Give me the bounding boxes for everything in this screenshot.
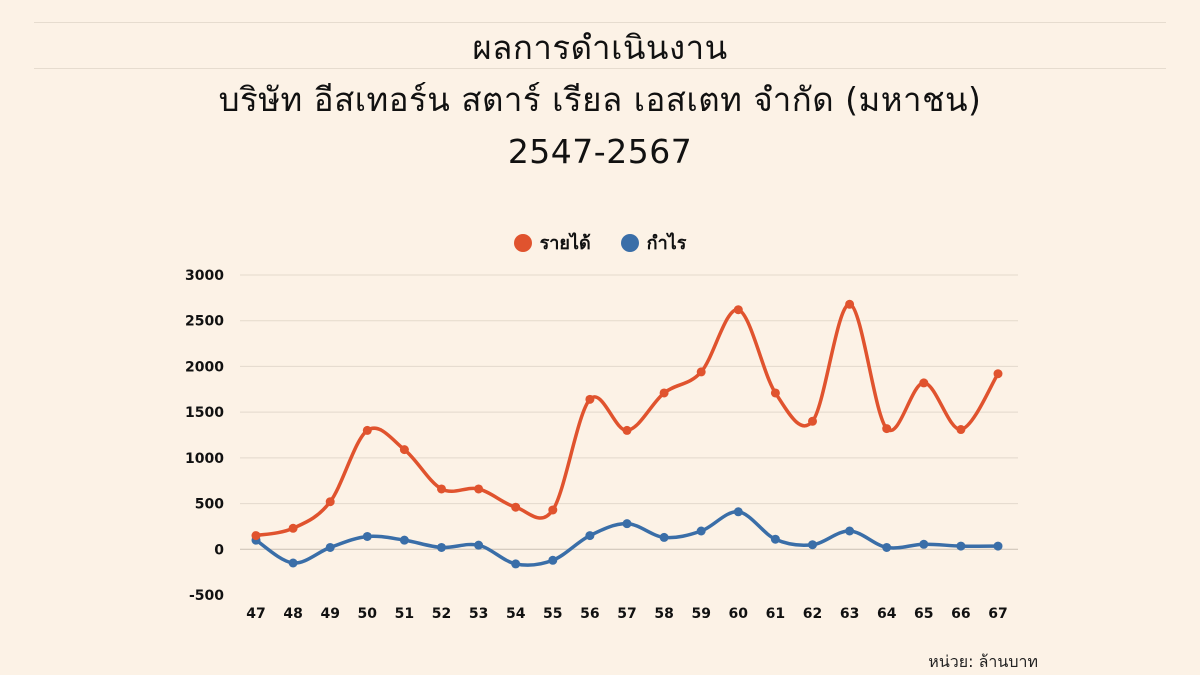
profit-point — [808, 540, 817, 550]
x-tick-label: 55 — [543, 606, 562, 622]
x-tick-label: 51 — [395, 606, 414, 622]
legend-dot-revenue — [513, 233, 532, 252]
x-tick-label: 54 — [506, 606, 526, 622]
grid-layer — [240, 274, 1018, 550]
revenue-line — [254, 302, 1000, 538]
x-tick-label: 59 — [691, 606, 710, 622]
profit-point — [288, 558, 298, 568]
revenue-point — [696, 367, 706, 377]
x-tick-label: 56 — [580, 606, 599, 622]
y-tick-label: 3000 — [185, 268, 224, 284]
x-tick-label: 53 — [469, 606, 488, 622]
revenue-point — [659, 388, 669, 398]
legend-item-profit: กำไร — [620, 228, 687, 257]
revenue-point — [845, 299, 855, 309]
revenue-point — [399, 445, 409, 455]
legend-dot-profit — [620, 233, 639, 252]
revenue-point — [956, 425, 966, 435]
revenue-point — [919, 378, 929, 388]
x-tick-label: 66 — [951, 606, 970, 622]
profit-point — [993, 541, 1003, 551]
title-line-1: ผลการดำเนินงาน — [472, 28, 728, 67]
profit-point — [956, 541, 966, 551]
revenue-point — [808, 416, 817, 426]
title-line-3: 2547-2567 — [507, 132, 693, 171]
profit-point — [511, 559, 521, 569]
legend-item-revenue: รายได้ — [513, 228, 591, 257]
x-tick-label: 65 — [914, 606, 933, 622]
profit-point — [919, 539, 929, 549]
x-tick-label: 63 — [840, 606, 859, 622]
x-tick-label: 62 — [803, 606, 822, 622]
x-tick-label: 67 — [988, 606, 1007, 622]
x-tick-label: 50 — [358, 606, 378, 622]
revenue-point — [474, 484, 484, 494]
x-tick-label: 49 — [320, 606, 339, 622]
x-tick-label: 47 — [246, 606, 265, 622]
title-line-2: บริษัท อีสเทอร์น สตาร์ เรียล เอสเตท จำกั… — [218, 80, 982, 119]
profit-point — [770, 534, 780, 544]
profit-point — [437, 542, 446, 552]
x-tick-label: 64 — [877, 606, 897, 622]
revenue-point — [993, 369, 1003, 379]
profit-point — [733, 507, 743, 517]
chart-legend: รายได้ กำไร — [0, 228, 1200, 257]
profit-point — [622, 519, 632, 529]
y-tick-label: 2500 — [185, 314, 224, 330]
revenue-point — [585, 394, 595, 404]
revenue-point — [325, 497, 335, 507]
x-tick-label: 58 — [654, 606, 673, 622]
revenue-point — [251, 531, 261, 541]
y-tick-label: 1500 — [185, 405, 224, 421]
profit-point — [659, 532, 669, 542]
revenue-point — [362, 425, 372, 435]
profit-point — [548, 555, 558, 565]
profit-point — [882, 542, 892, 552]
legend-label-profit: กำไร — [646, 233, 687, 254]
revenue-point — [770, 388, 780, 398]
profit-point — [325, 542, 335, 552]
profit-point — [696, 526, 706, 536]
revenue-point — [437, 484, 446, 494]
series-layer — [251, 299, 1003, 569]
profit-point — [585, 531, 595, 541]
revenue-point — [882, 424, 892, 434]
profit-point — [362, 531, 372, 541]
y-tick-label: 500 — [195, 497, 224, 513]
x-tick-label: 60 — [729, 606, 749, 622]
y-tick-label: 0 — [214, 542, 224, 558]
unit-note: หน่วย: ล้านบาท — [928, 652, 1038, 671]
y-tick-label: 1000 — [185, 451, 224, 467]
chart-title: ผลการดำเนินงาน บริษัท อีสเทอร์น สตาร์ เร… — [0, 22, 1200, 178]
x-tick-label: 52 — [432, 606, 451, 622]
profit-point — [399, 535, 409, 545]
y-tick-label: 2000 — [185, 359, 224, 375]
x-tick-label: 57 — [617, 606, 636, 622]
axis-layer: 3000 2500 2000 1500 1000 500 0 -500 47 48 49 50 51 52… — [185, 268, 1008, 622]
revenue-point — [622, 425, 632, 435]
profit-point — [474, 540, 484, 550]
title-rule — [34, 68, 1166, 69]
x-tick-label: 48 — [283, 606, 302, 622]
revenue-point — [511, 502, 521, 512]
revenue-point — [288, 523, 298, 533]
revenue-point — [548, 505, 558, 515]
x-tick-label: 61 — [766, 606, 785, 622]
profit-point — [845, 526, 855, 536]
y-tick-label: -500 — [189, 588, 224, 604]
revenue-point — [733, 305, 743, 315]
legend-label-revenue: รายได้ — [539, 233, 591, 254]
top-rule — [34, 22, 1166, 23]
